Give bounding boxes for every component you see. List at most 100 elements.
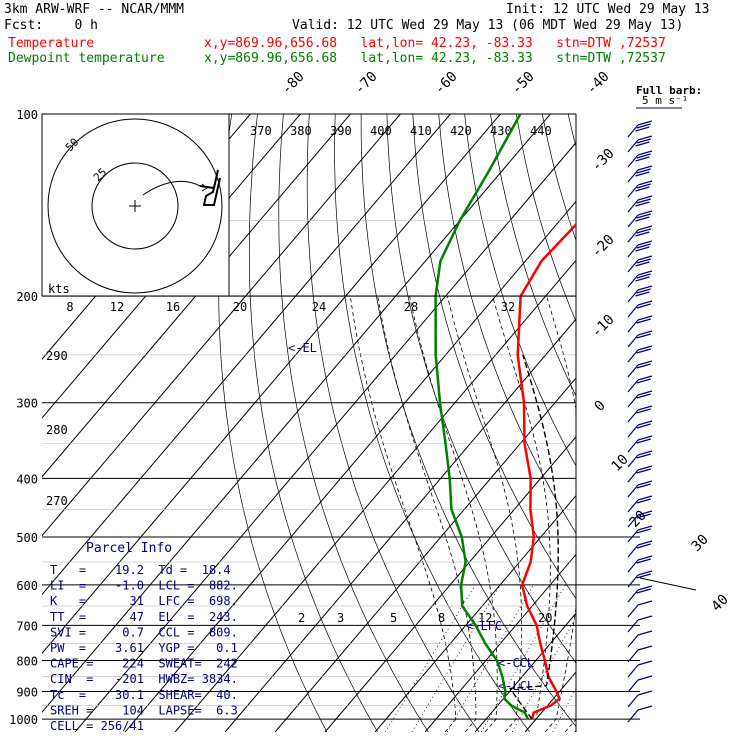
- wind-barb: [637, 135, 653, 141]
- wind-barb: [637, 345, 653, 351]
- speed-axis-label: 24: [312, 300, 326, 314]
- wind-barb: [627, 214, 639, 228]
- moist-adiabat: [544, 296, 576, 732]
- wind-barb: [637, 435, 653, 441]
- level-annotation: <-EL: [288, 341, 317, 355]
- mixing-ratio-label: 20: [538, 611, 552, 625]
- mixing-ratio-label: 5: [390, 611, 397, 625]
- moist-adiabat: [564, 717, 576, 732]
- wind-barb: [637, 390, 653, 396]
- dry-adiabat: [723, 114, 740, 732]
- theta-e-label: 430: [490, 124, 512, 138]
- dry-adiabat: [278, 114, 429, 732]
- wind-barb: [627, 319, 639, 333]
- wind-barb: [627, 409, 639, 423]
- theta-e-label: 390: [330, 124, 352, 138]
- valid-time: Valid: 12 UTC Wed 29 May 13 (06 MDT Wed …: [292, 18, 684, 33]
- init-time: Init: 12 UTC Wed 29 May 13: [506, 2, 710, 17]
- moist-adiabat: [409, 296, 498, 732]
- wind-barb: [635, 141, 650, 147]
- isotherm-line: [42, 114, 451, 596]
- temperature-location: x,y=869.96,656.68 lat,lon= 42.23, -83.33…: [204, 36, 666, 51]
- theta-e-label: 440: [530, 124, 552, 138]
- wind-barb: [627, 394, 639, 408]
- pressure-label: 700: [16, 619, 38, 633]
- mixing-ratio-line: [552, 687, 576, 732]
- isotherm-label: -30: [589, 146, 618, 175]
- wind-barb: [627, 349, 639, 363]
- wind-barb: [627, 304, 639, 318]
- wind-barb: [627, 334, 639, 348]
- wind-barb: [627, 184, 639, 198]
- dry-adiabat: [464, 114, 576, 467]
- wind-barb: [627, 274, 639, 288]
- isotherm-label: -70: [352, 69, 381, 98]
- wind-barb: [637, 480, 653, 486]
- wind-barb: [635, 156, 650, 162]
- dry-adiabat: [334, 114, 530, 732]
- wind-barb: [627, 259, 639, 273]
- theta-label: 270: [46, 494, 68, 508]
- wind-barb: [635, 246, 650, 252]
- wind-barb: [636, 333, 651, 339]
- wind-barb: [637, 510, 653, 516]
- dewpoint-profile: [434, 114, 530, 720]
- wind-barb: [627, 589, 639, 603]
- wind-barb: [636, 498, 651, 504]
- wind-barb: [627, 694, 639, 708]
- parcel-box-edge: [639, 577, 697, 591]
- parcel-row: LI = -1.0 LCL = 882.: [50, 579, 238, 593]
- isotherm-line: [42, 114, 501, 655]
- pressure-label: 900: [16, 685, 38, 699]
- wind-barb: [637, 360, 653, 366]
- isotherm-line: [42, 114, 401, 537]
- parcel-row: TT = 47 EL = 243.: [50, 610, 238, 624]
- isotherm-line: [424, 553, 576, 732]
- wind-barb: [636, 243, 651, 249]
- wind-barb: [627, 559, 639, 573]
- isotherm-line: [474, 612, 576, 732]
- pressure-label: 600: [16, 579, 38, 593]
- pressure-label: 800: [16, 655, 38, 669]
- wind-barb: [635, 171, 650, 177]
- wind-barb: [627, 244, 639, 258]
- hodograph-arrow: [201, 183, 208, 192]
- parcel-row: CAPE = 224 SWEAT= 242: [50, 657, 238, 671]
- model-title: 3km ARW-WRF -- NCAR/MMM: [4, 2, 185, 17]
- wind-barb: [627, 469, 639, 483]
- wind-barb: [635, 276, 650, 282]
- isotherm-line: [625, 114, 740, 732]
- hodograph-trace: [199, 169, 221, 206]
- mixing-ratio-line: [384, 584, 476, 732]
- isotherm-line: [174, 259, 576, 732]
- parcel-row: CELL = 256/41: [50, 719, 144, 733]
- temperature-profile: [516, 222, 576, 720]
- parcel-row: K = 31 LFC = 698.: [50, 594, 238, 608]
- parcel-row: SVI = 0.7 CCL = 809.: [50, 625, 238, 639]
- wind-barb: [637, 675, 653, 681]
- speed-axis-label: 8: [66, 300, 73, 314]
- moist-adiabat: [585, 296, 674, 732]
- wind-barb: [627, 454, 639, 468]
- isotherm-line: [324, 436, 576, 732]
- wind-barb: [637, 555, 653, 561]
- isotherm-label: -50: [509, 69, 538, 98]
- wind-barb: [635, 186, 650, 192]
- wind-barb: [637, 570, 653, 576]
- dry-adiabat: [620, 114, 740, 732]
- dry-adiabat: [672, 114, 740, 732]
- wind-barb: [637, 705, 653, 711]
- hodograph-ring-25: [91, 162, 179, 250]
- wind-barb: [637, 450, 653, 456]
- moist-adiabat: [349, 296, 457, 732]
- dry-adiabat: [490, 114, 576, 397]
- theta-e-label: 380: [290, 124, 312, 138]
- wind-barb: [636, 153, 651, 159]
- isotherm-label: -10: [589, 312, 618, 341]
- wind-barb: [637, 120, 653, 126]
- wind-barb: [636, 318, 651, 324]
- wind-barb: [627, 514, 639, 528]
- wind-barb: [637, 405, 653, 411]
- wind-barb: [637, 240, 653, 246]
- wind-barb: [627, 544, 639, 558]
